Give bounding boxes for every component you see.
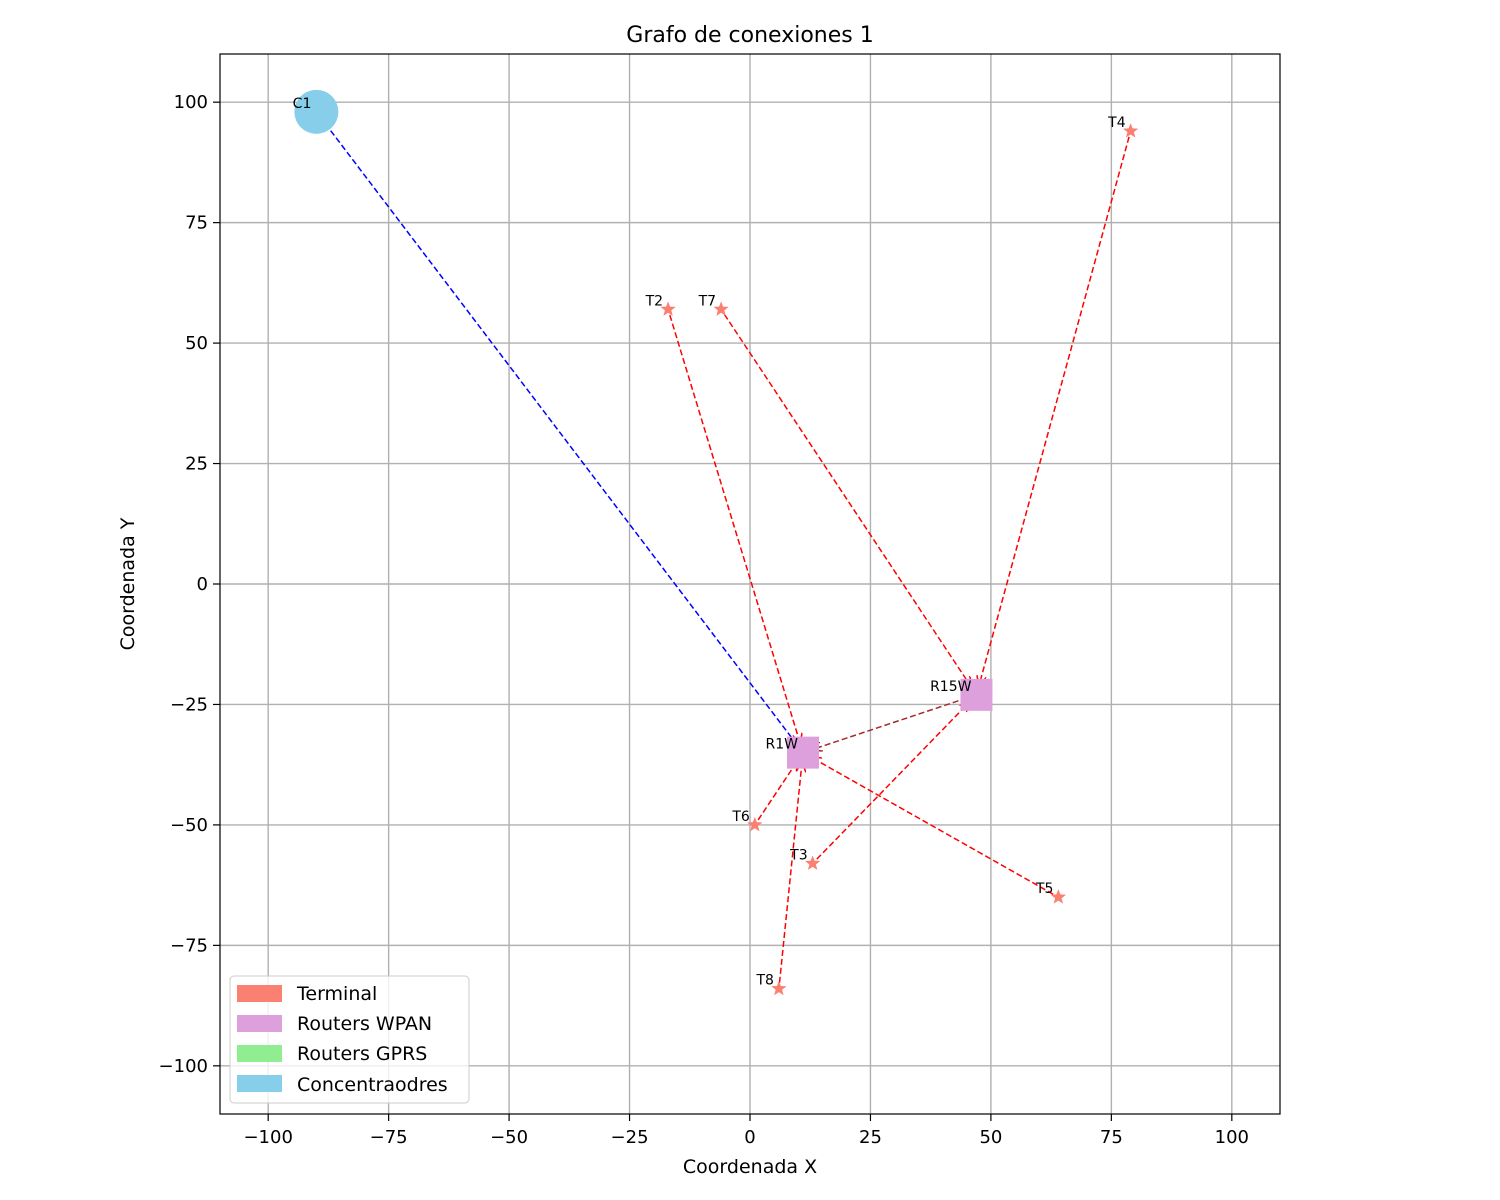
axis-ticks: −100 −75 −50 −25 0 25 50 75 100 −100 −75 −50 −25 0 25 5… [159, 92, 1249, 1148]
y-tick-label: 50 [185, 333, 208, 354]
node-label-t4: T4 [1107, 115, 1126, 131]
edge-r1w-to-c1 [320, 117, 798, 746]
legend-swatch-routers-gprs [237, 1045, 282, 1062]
node-label-t7: T7 [698, 293, 716, 309]
edge-t8-to-r1w [778, 763, 802, 983]
x-tick-label: −25 [611, 1127, 649, 1148]
legend-label-terminal: Terminal [296, 983, 377, 1005]
node-t7 [713, 301, 729, 316]
legend-swatch-routers-wpan [237, 1015, 282, 1032]
chart-title: Grafo de conexiones 1 [626, 23, 873, 48]
x-tick-label: 0 [744, 1127, 755, 1148]
legend-box [229, 975, 470, 1104]
edge-t2-to-r1w [669, 314, 800, 743]
node-r1w [787, 736, 819, 769]
edge-t7-to-r15w [723, 313, 971, 686]
node-c1 [294, 89, 339, 134]
grid-lines [220, 54, 1280, 1114]
node-t2 [660, 301, 676, 316]
node-t5 [1050, 889, 1066, 904]
edge-t4-to-r15w [979, 136, 1130, 685]
node-label-c1: C1 [293, 96, 312, 112]
edge-t6-to-r1w [757, 761, 797, 821]
node-r15w [960, 678, 993, 711]
y-tick-label: 25 [185, 454, 208, 475]
x-tick-label: −50 [490, 1127, 528, 1148]
edge-t5-to-r1w [812, 758, 1054, 895]
x-tick-label: 100 [1215, 1127, 1249, 1148]
legend-label-routers-wpan: Routers WPAN [297, 1013, 432, 1035]
node-t4 [1123, 123, 1139, 138]
y-tick-label: −75 [170, 935, 208, 956]
node-label-t8: T8 [755, 973, 773, 989]
graph-nodes [294, 89, 1139, 996]
y-tick-label: 100 [174, 92, 208, 113]
legend-label-routers-gprs: Routers GPRS [297, 1043, 427, 1065]
node-label-t5: T5 [1035, 881, 1053, 897]
y-tick-label: −25 [170, 694, 208, 715]
node-t3 [805, 855, 821, 870]
node-t8 [771, 980, 787, 996]
y-tick-label: 75 [185, 213, 208, 234]
edge-t3-to-r15w [816, 702, 970, 860]
x-axis-title: Coordenada X [683, 1156, 817, 1178]
node-label-t6: T6 [731, 809, 750, 825]
x-tick-label: −75 [370, 1127, 408, 1148]
edge-r15w-to-r1w [812, 697, 968, 749]
x-tick-label: −100 [243, 1127, 292, 1148]
node-label-r15w: R15W [930, 679, 972, 695]
x-tick-label: 75 [1100, 1127, 1123, 1148]
y-tick-label: 0 [197, 574, 208, 595]
plot-frame [219, 53, 1281, 1115]
legend-label-concentrators: Concentraodres [297, 1074, 448, 1096]
node-label-r1w: R1W [766, 737, 799, 753]
node-label-t2: T2 [645, 293, 663, 309]
y-tick-label: −50 [170, 815, 208, 836]
x-tick-label: 50 [979, 1127, 1002, 1148]
node-label-t3: T3 [789, 847, 807, 863]
legend-swatch-terminal [237, 985, 282, 1002]
node-t6 [747, 816, 763, 832]
legend: Terminal Routers WPAN Routers GPRS Conce… [229, 975, 470, 1104]
y-tick-label: −100 [159, 1056, 208, 1077]
node-labels: C1 R1W R15W T2 T7 T4 T6 T3 T5 T8 [293, 96, 1126, 989]
connection-edges [320, 117, 1130, 983]
legend-swatch-concentrators [237, 1075, 282, 1092]
y-axis-title: Coordenada Y [117, 517, 139, 650]
x-tick-label: 25 [859, 1127, 882, 1148]
